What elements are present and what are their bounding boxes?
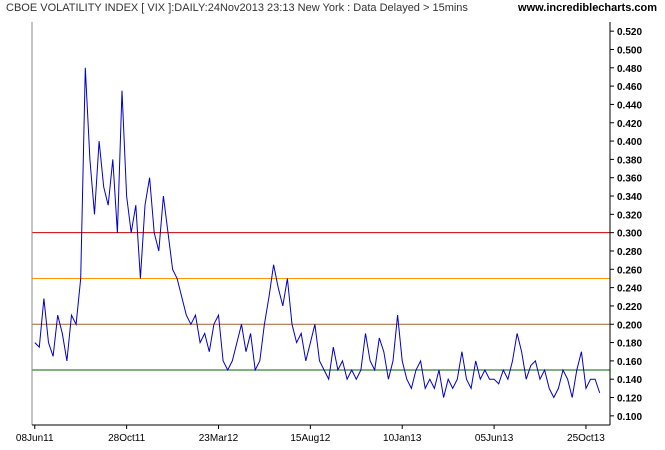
y-tick-label: 0.120 — [617, 394, 642, 405]
y-tick-label: 0.280 — [617, 247, 642, 258]
x-tick-label: 15Aug12 — [290, 433, 330, 444]
y-tick-label: 0.340 — [617, 192, 642, 203]
y-tick-label: 0.440 — [617, 100, 642, 111]
y-tick-label: 0.140 — [617, 375, 642, 386]
y-tick-label: 0.160 — [617, 357, 642, 368]
x-tick-label: 28Oct11 — [108, 433, 145, 444]
site-link[interactable]: www.incrediblecharts.com — [518, 2, 657, 14]
price-series — [34, 67, 601, 399]
x-tick-label: 25Oct13 — [567, 433, 605, 444]
horizontal-reference-lines — [32, 232, 610, 371]
y-tick-label: 0.100 — [617, 412, 642, 423]
y-tick-label: 0.520 — [617, 27, 642, 38]
y-tick-label: 0.500 — [617, 45, 642, 56]
y-tick-label: 0.200 — [617, 320, 642, 331]
series-line-0 — [34, 67, 601, 399]
y-tick-label: 0.240 — [617, 284, 642, 295]
axes — [31, 22, 611, 426]
x-tick-label: 23Mar12 — [199, 433, 239, 444]
y-tick-label: 0.300 — [617, 229, 642, 240]
y-tick-label: 0.220 — [617, 302, 642, 313]
chart-title: CBOE VOLATILITY INDEX [ VIX ]:DAILY:24No… — [6, 2, 468, 14]
y-tick-label: 0.180 — [617, 339, 642, 350]
y-axis-ticks: 0.100 0.120 0.140 0.160 0.180 0.200 0.220 0.240… — [610, 27, 642, 423]
y-tick-label: 0.400 — [617, 137, 642, 148]
y-tick-label: 0.360 — [617, 174, 642, 185]
x-tick-label: 08Jun11 — [16, 433, 54, 444]
x-tick-label: 05Jun13 — [475, 433, 514, 444]
x-tick-label: 10Jan13 — [383, 433, 422, 444]
y-tick-label: 0.380 — [617, 155, 642, 166]
y-tick-label: 0.260 — [617, 265, 642, 276]
y-tick-label: 0.480 — [617, 64, 642, 75]
y-tick-label: 0.420 — [617, 119, 642, 130]
y-tick-label: 0.320 — [617, 210, 642, 221]
x-axis-ticks: 08Jun11 28Oct11 23Mar12 15Aug12 10Jan13 05Jun… — [16, 425, 605, 444]
y-tick-label: 0.460 — [617, 82, 642, 93]
